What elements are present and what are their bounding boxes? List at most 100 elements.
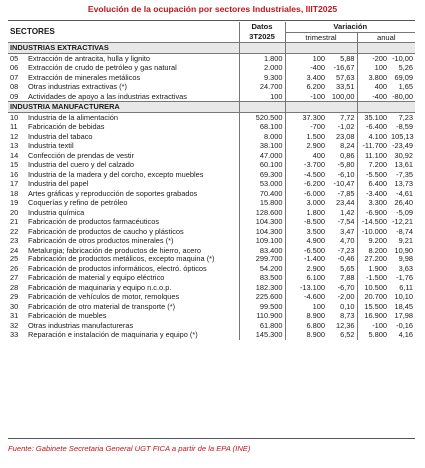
row-code: 12 bbox=[10, 131, 19, 141]
row-anual-pct: 13,61 bbox=[394, 160, 414, 170]
row-code: 23 bbox=[10, 236, 19, 246]
table-row: 28 Fabricación de maquinaria y equipo n.c… bbox=[8, 282, 415, 293]
row-code: 33 bbox=[10, 330, 19, 340]
table-row: 08 Otras industrias extractivas (*) 24.700… bbox=[8, 82, 415, 92]
table-row: 16 Industria de la madera y del corcho, e… bbox=[8, 169, 415, 180]
row-anual-pct: 4,16 bbox=[398, 330, 414, 340]
row-trimestral-pct: -0,46 bbox=[337, 254, 355, 264]
row-anual-abs: 9.200 bbox=[356, 236, 389, 246]
employment-table: SECTORES Datos Variación 3T2025 trimestr… bbox=[8, 22, 416, 340]
table-row: 06 Extracción de crudo de petróleo y gas … bbox=[8, 63, 415, 73]
row-datos: 70.400 bbox=[238, 188, 285, 199]
table-row: 23 Fabricación de otros productos mineral… bbox=[8, 236, 415, 246]
row-code: 09 bbox=[10, 91, 19, 101]
row-trimestral-abs: 2.900 bbox=[284, 141, 327, 151]
table-row: 14 Confección de prendas de vestir 47.000 4… bbox=[8, 150, 415, 161]
row-sector-name: Fabricación de otros productos minerales… bbox=[28, 236, 174, 246]
row-anual-pct: 9,98 bbox=[398, 254, 414, 264]
row-anual-abs: -200 bbox=[356, 53, 389, 64]
row-code: 05 bbox=[10, 53, 19, 63]
row-datos: 225.600 bbox=[238, 292, 285, 302]
top-divider bbox=[8, 20, 415, 21]
row-anual-pct: -1,76 bbox=[396, 273, 414, 283]
row-anual-pct: 5,26 bbox=[398, 63, 414, 73]
row-trimestral-pct: -7,85 bbox=[337, 188, 355, 198]
row-sector-name: Otras industrias extractivas (*) bbox=[28, 82, 127, 92]
row-sector-name: Industria de la madera y del corcho, exc… bbox=[28, 169, 204, 179]
row-trimestral-abs: 100 bbox=[284, 301, 327, 312]
row-sector-name: Fabricación de productos de caucho y plá… bbox=[28, 226, 184, 236]
row-code: 20 bbox=[10, 207, 19, 217]
row-code: 10 bbox=[10, 112, 19, 122]
header-trimestral: trimestral bbox=[284, 32, 357, 43]
row-trimestral-pct: -10,47 bbox=[333, 179, 355, 189]
row-anual-pct: 105,13 bbox=[391, 131, 414, 141]
row-datos: 128.600 bbox=[238, 207, 285, 218]
table-row: 09 Actividades de apoyo a las industrias … bbox=[8, 91, 415, 102]
row-code: 22 bbox=[10, 226, 19, 236]
table-row: 11 Fabricación de bebidas 68.100 -700 -1,02-… bbox=[8, 122, 415, 132]
row-trimestral-abs: 8.900 bbox=[284, 311, 327, 321]
row-trimestral-abs: 37.300 bbox=[284, 112, 327, 123]
row-trimestral-pct: 8,24 bbox=[340, 141, 355, 151]
table-row: 10 Industria de la alimentación 520.500 37.… bbox=[8, 112, 415, 123]
row-trimestral-pct: -5,80 bbox=[337, 160, 355, 170]
row-sector-name: Actividades de apoyo a las industrias ex… bbox=[28, 91, 187, 101]
header-datos: Datos bbox=[238, 22, 285, 32]
row-code: 21 bbox=[10, 217, 19, 227]
section-blank-cell bbox=[327, 42, 357, 54]
row-anual-pct: -5,09 bbox=[396, 207, 414, 217]
row-trimestral-abs: -700 bbox=[284, 122, 327, 132]
row-trimestral-pct: 0,86 bbox=[340, 150, 355, 160]
row-anual-pct: 3,63 bbox=[398, 263, 414, 273]
row-anual-pct: 30,92 bbox=[394, 150, 414, 160]
row-trimestral-abs: 1.800 bbox=[284, 207, 327, 218]
row-trimestral-abs: 8.900 bbox=[284, 330, 327, 340]
row-datos: 54.200 bbox=[238, 263, 285, 274]
row-anual-abs: 20.700 bbox=[356, 292, 389, 302]
row-trimestral-pct: 0,10 bbox=[340, 301, 355, 311]
row-anual-abs: 400 bbox=[356, 82, 389, 92]
header-variacion: Variación bbox=[284, 22, 416, 33]
row-sector-name: Industria del tabaco bbox=[28, 131, 93, 141]
table-row: 30 Fabricación de otro material de transp… bbox=[8, 301, 415, 312]
row-anual-abs: 16.900 bbox=[356, 311, 389, 321]
row-sector-name: Industria del cuero y del calzado bbox=[28, 160, 134, 170]
section-blank-cell bbox=[327, 101, 357, 113]
row-trimestral-abs: 6.800 bbox=[284, 320, 327, 331]
row-trimestral-abs: 6.200 bbox=[284, 82, 327, 92]
table-row: 31 Fabricación de muebles 110.900 8.900 8,73… bbox=[8, 311, 415, 321]
row-sector-name: Industria textil bbox=[28, 141, 74, 151]
row-datos: 110.900 bbox=[238, 311, 285, 321]
row-code: 11 bbox=[10, 122, 18, 132]
row-trimestral-abs: -100 bbox=[284, 91, 327, 102]
row-trimestral-abs: -8.500 bbox=[284, 217, 327, 227]
row-sector-name: Fabricación de vehículos de motor, remol… bbox=[28, 292, 180, 302]
bottom-divider bbox=[8, 438, 415, 439]
row-datos: 299.700 bbox=[238, 255, 285, 264]
row-anual-pct: -80,00 bbox=[392, 91, 414, 101]
row-sector-name: Coquerías y refino de petróleo bbox=[28, 198, 128, 208]
row-anual-pct: 10,10 bbox=[394, 292, 414, 302]
section-blank-cell bbox=[389, 101, 416, 113]
row-sector-name: Fabricación de otro material de transpor… bbox=[28, 301, 176, 311]
table-title: Evolución de la ocupación por sectores I… bbox=[87, 4, 338, 14]
row-anual-abs: 11.100 bbox=[356, 150, 389, 161]
table-row: 13 Industria textil 38.100 2.900 8,24 -11.700… bbox=[8, 141, 415, 151]
row-anual-abs: -3.400 bbox=[356, 188, 389, 199]
row-sector-name: Fabricación de productos farmacéuticos bbox=[28, 217, 160, 227]
row-anual-pct: -4,61 bbox=[396, 188, 414, 198]
row-code: 24 bbox=[10, 245, 19, 255]
row-anual-abs: -10.000 bbox=[356, 226, 389, 237]
row-code: 28 bbox=[10, 282, 19, 292]
row-code: 27 bbox=[10, 273, 19, 283]
table-row: 27 Fabricación de material y equipo eléct… bbox=[8, 273, 415, 283]
row-trimestral-pct: 3,47 bbox=[340, 226, 355, 236]
row-code: 26 bbox=[10, 263, 19, 273]
row-trimestral-pct: -1,02 bbox=[337, 122, 355, 132]
table-row: 12 Industria del tabaco 8.000 1.500 23,08 4.1… bbox=[8, 131, 415, 142]
row-trimestral-pct: -7,23 bbox=[337, 245, 355, 255]
section-title: INDUSTRIA MANUFACTURERA bbox=[8, 101, 239, 113]
row-trimestral-pct: 5,88 bbox=[340, 53, 355, 63]
header-anual: anual bbox=[356, 32, 416, 43]
